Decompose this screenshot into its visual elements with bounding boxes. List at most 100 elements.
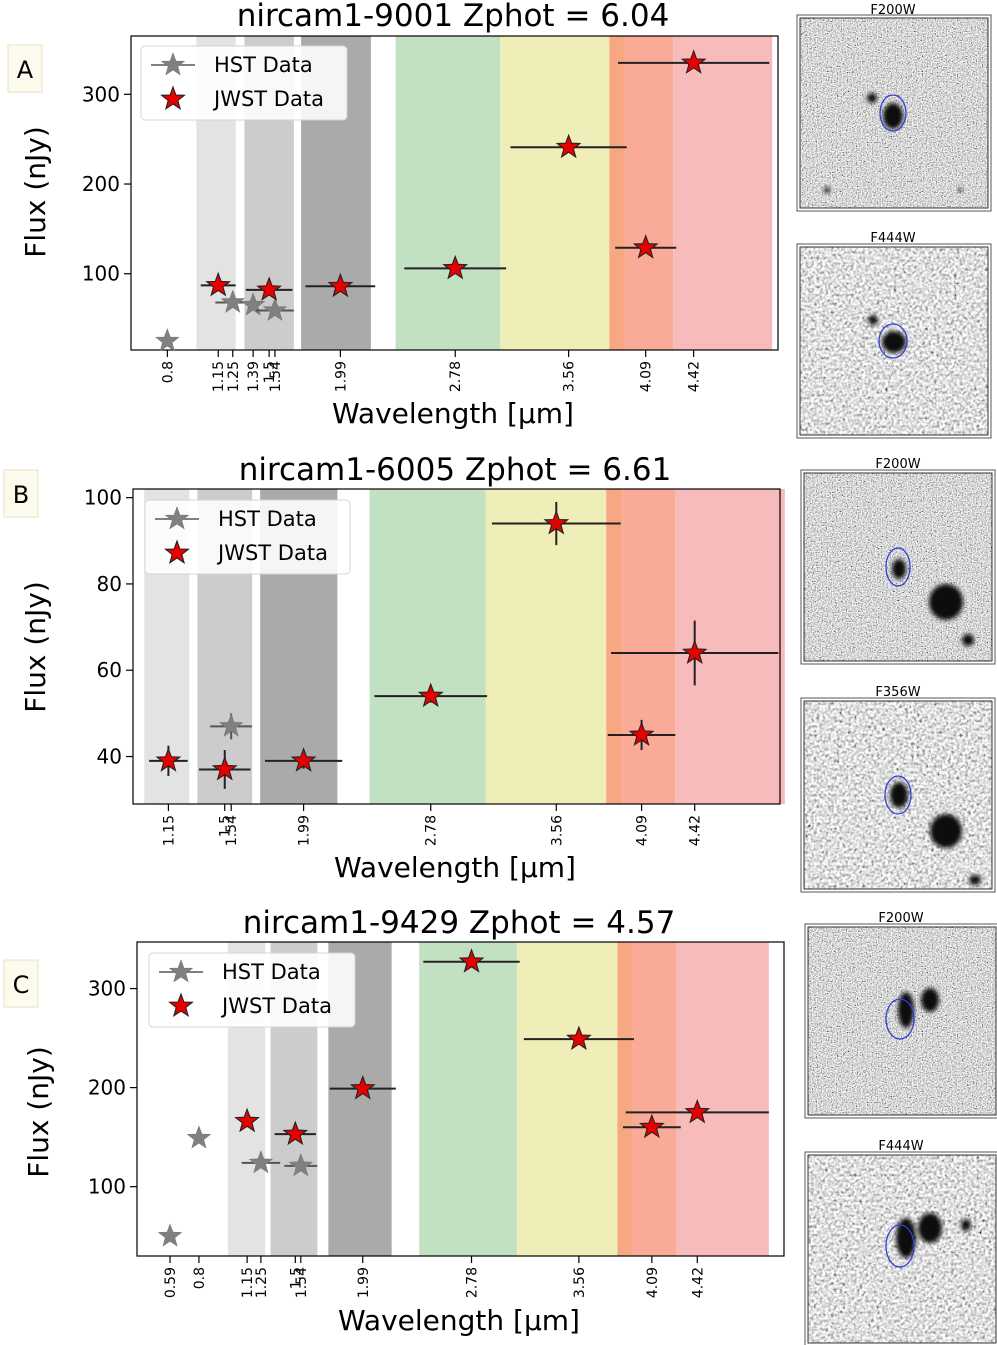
series-jwst bbox=[149, 501, 779, 789]
image-cutout: F444W bbox=[804, 1139, 997, 1345]
panel-label-box bbox=[7, 44, 43, 93]
filter-band bbox=[395, 36, 501, 350]
source-blob bbox=[867, 93, 877, 103]
hst-data-point bbox=[157, 1223, 183, 1247]
filter-band bbox=[622, 489, 676, 804]
x-tick-label: 4.09 bbox=[645, 1267, 661, 1298]
x-tick-label: 1.99 bbox=[297, 815, 313, 846]
filter-band bbox=[609, 36, 626, 350]
cutout-border bbox=[799, 17, 989, 209]
x-tick-label: 1.54 bbox=[224, 815, 240, 846]
series-hst bbox=[210, 713, 253, 740]
panel-label: A bbox=[17, 56, 34, 84]
filter-band bbox=[606, 489, 623, 804]
filter-band bbox=[516, 942, 618, 1256]
jwst-data-point bbox=[628, 721, 655, 746]
x-axis-label: Wavelength [μm] bbox=[338, 1304, 580, 1337]
cutout-filter-label: F200W bbox=[875, 457, 920, 472]
panel-label: B bbox=[13, 481, 29, 509]
x-tick-label: 4.42 bbox=[687, 361, 703, 392]
image-cutout: F356W bbox=[800, 685, 996, 893]
plot-frame bbox=[132, 488, 781, 805]
legend-marker bbox=[168, 992, 194, 1017]
filter-band bbox=[673, 36, 773, 350]
jwst-data-point bbox=[681, 639, 708, 664]
x-axis-label: Wavelength [μm] bbox=[334, 851, 576, 884]
source-blob bbox=[929, 584, 963, 620]
aperture-ellipse bbox=[885, 998, 915, 1040]
series-hst bbox=[157, 1125, 318, 1247]
y-tick-label: 40 bbox=[97, 745, 122, 769]
x-tick-label: 3.56 bbox=[562, 361, 578, 392]
cutout-border bbox=[807, 926, 997, 1116]
legend-marker bbox=[164, 506, 190, 530]
source-blob bbox=[930, 814, 962, 848]
x-tick-label: 2.78 bbox=[465, 1267, 481, 1298]
x-tick-label: 1.5 bbox=[262, 361, 278, 383]
hst-data-point bbox=[220, 289, 246, 313]
y-tick-label: 80 bbox=[97, 572, 122, 596]
cutout-filter-label: F200W bbox=[870, 3, 915, 18]
x-tick-label: 4.09 bbox=[639, 361, 655, 392]
filter-band bbox=[675, 489, 785, 804]
plot-frame bbox=[130, 35, 779, 351]
source-blob bbox=[883, 103, 903, 129]
x-tick-label: 1.15 bbox=[161, 815, 177, 846]
source-blob bbox=[921, 988, 939, 1012]
x-tick-label: 4.42 bbox=[688, 815, 704, 846]
x-tick-label: 4.42 bbox=[690, 1267, 706, 1298]
jwst-data-point bbox=[684, 1098, 711, 1124]
cutout-filter-label: F356W bbox=[875, 685, 920, 700]
cutout-filter-label: F444W bbox=[870, 231, 915, 246]
panel-label-box bbox=[3, 469, 39, 518]
legend: HST Data JWST Data bbox=[140, 45, 348, 121]
image-cutout: F200W bbox=[800, 457, 996, 665]
filter-band bbox=[500, 36, 610, 350]
chart-title: nircam1-9429 Zphot = 4.57 bbox=[243, 905, 676, 941]
y-tick-label: 60 bbox=[97, 658, 122, 682]
x-tick-label: 1.15 bbox=[211, 361, 227, 392]
source-blob bbox=[824, 187, 830, 193]
panel-c: 100 200 300 0.59 0.8 1.151.25 1.51.54 1.99 2.78 3… bbox=[3, 905, 997, 1345]
x-tick-label: 3.56 bbox=[572, 1267, 588, 1298]
legend-label: HST Data bbox=[214, 53, 313, 77]
x-tick-label: 2.78 bbox=[448, 361, 464, 392]
y-tick-label: 100 bbox=[88, 1175, 126, 1199]
legend-label: HST Data bbox=[218, 507, 317, 531]
image-cutout: F444W bbox=[796, 231, 992, 439]
hst-data-point bbox=[186, 1125, 212, 1149]
jwst-data-point bbox=[282, 1120, 309, 1146]
jwst-data-point bbox=[632, 234, 659, 259]
source-blob bbox=[882, 331, 906, 353]
x-tick-label: 1.99 bbox=[333, 361, 349, 392]
x-tick-label: 1.39 bbox=[246, 361, 262, 392]
jwst-data-point bbox=[256, 276, 282, 301]
source-blob bbox=[868, 315, 878, 325]
panel-label-box bbox=[3, 959, 39, 1008]
x-tick-label: 0.59 bbox=[163, 1267, 179, 1298]
jwst-data-point bbox=[234, 1107, 260, 1133]
hst-data-point bbox=[262, 297, 288, 321]
plot-frame bbox=[136, 941, 785, 1257]
x-tick-label: 0.8 bbox=[160, 361, 176, 383]
filter-band bbox=[485, 489, 607, 804]
jwst-data-point bbox=[349, 1075, 376, 1100]
x-tick-label: 1.54 bbox=[294, 1267, 310, 1298]
legend-label: HST Data bbox=[222, 960, 321, 984]
panel-label: C bbox=[13, 971, 30, 999]
jwst-data-point bbox=[155, 747, 182, 772]
y-tick-label: 100 bbox=[84, 486, 122, 510]
x-tick-label: 1.5 bbox=[288, 1267, 304, 1289]
legend-marker bbox=[168, 959, 194, 983]
aperture-ellipse bbox=[878, 323, 908, 359]
filter-band bbox=[369, 489, 486, 804]
chart-title: nircam1-6005 Zphot = 6.61 bbox=[239, 452, 672, 488]
y-axis-label: Flux (nJy) bbox=[22, 1046, 55, 1178]
x-tick-label: 1.99 bbox=[356, 1267, 372, 1298]
x-tick-label: 4.09 bbox=[635, 815, 651, 846]
legend: HST Data JWST Data bbox=[148, 952, 356, 1028]
source-blob bbox=[969, 875, 981, 885]
source-blob bbox=[896, 1218, 916, 1258]
x-tick-label: 1.25 bbox=[254, 1267, 270, 1298]
